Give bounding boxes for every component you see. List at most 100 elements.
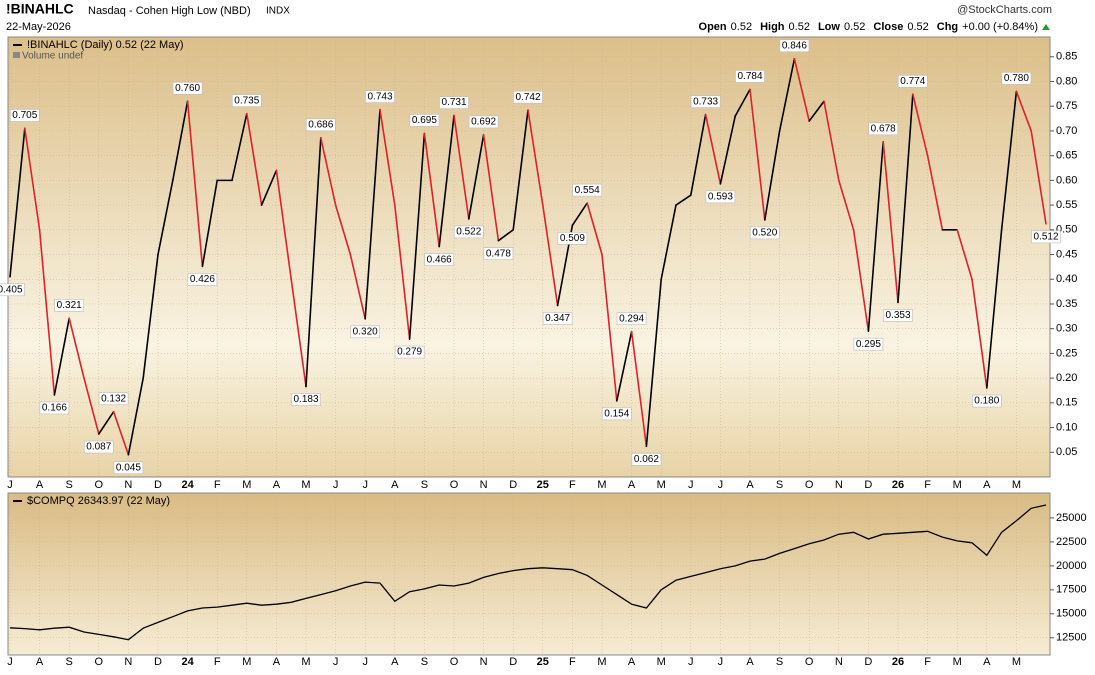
y-tick-label: 0.65 — [1056, 150, 1077, 162]
data-label-box — [572, 183, 603, 197]
x-tick-label: D — [864, 656, 872, 668]
data-label: 0.593 — [708, 191, 733, 202]
line-segment — [571, 202, 589, 227]
line-segment — [497, 229, 515, 242]
line-segment — [290, 278, 307, 388]
x-tick-label: D — [509, 479, 517, 491]
data-label: 0.743 — [367, 91, 392, 102]
line-segment — [231, 112, 248, 182]
line-segment — [453, 114, 470, 220]
y-tick-label: 20000 — [1056, 560, 1087, 572]
data-label-box — [1001, 72, 1032, 85]
x-tick-label: 25 — [537, 479, 549, 491]
y-tick-label: 17500 — [1056, 584, 1087, 596]
line-segment — [926, 154, 944, 231]
x-tick-label: O — [450, 656, 459, 668]
data-label-box — [513, 90, 543, 104]
y-tick-label: 0.70 — [1056, 125, 1077, 137]
data-label-box — [453, 225, 484, 239]
data-label: 0.784 — [737, 71, 762, 82]
data-label-box — [749, 226, 780, 240]
x-tick-label: N — [835, 479, 843, 491]
y-tick-label: 0.75 — [1056, 100, 1077, 112]
y-tick-label: 0.25 — [1056, 347, 1077, 359]
x-tick-label: J — [718, 656, 724, 668]
line-segment — [763, 130, 781, 221]
data-label-box — [113, 461, 144, 475]
line-segment — [319, 137, 337, 206]
data-label: 0.742 — [515, 92, 540, 103]
data-label-box — [779, 39, 810, 53]
x-tick-label: O — [805, 656, 814, 668]
line-segment — [689, 113, 707, 197]
line-segment — [246, 112, 263, 206]
line-segment — [482, 134, 500, 242]
x-tick-label: J — [362, 479, 368, 491]
x-tick-label: A — [391, 479, 399, 491]
data-label: 0.353 — [885, 310, 910, 321]
x-tick-label: S — [421, 656, 428, 668]
exchange: INDX — [266, 6, 290, 17]
line-segment — [749, 88, 766, 221]
x-tick-label: M — [597, 479, 606, 491]
quote-label: Chg — [937, 21, 958, 33]
x-tick-label: D — [509, 656, 517, 668]
y-tick-label: 0.10 — [1056, 421, 1077, 433]
x-tick-label: A — [273, 656, 281, 668]
line-segment — [1015, 90, 1032, 132]
line-segment — [98, 410, 115, 435]
data-label: 0.166 — [42, 403, 67, 414]
quote-value: 0.52 — [844, 21, 865, 33]
data-label: 0.695 — [412, 115, 437, 126]
line-segment — [364, 108, 381, 320]
legend-label: !BINAHLC (Daily) 0.52 (22 May) — [27, 39, 184, 51]
x-tick-label: J — [362, 656, 368, 668]
quote-value: 0.52 — [731, 21, 752, 33]
y-tick-label: 0.15 — [1056, 397, 1077, 409]
quote-label: Open — [699, 21, 727, 33]
quote-label: Close — [873, 21, 903, 33]
line-segment — [660, 204, 677, 281]
x-tick-label: O — [95, 656, 104, 668]
data-label-box — [0, 283, 25, 297]
data-label-box — [557, 232, 588, 245]
data-label: 0.780 — [1004, 73, 1029, 84]
line-segment — [305, 137, 322, 388]
line-segment — [423, 132, 441, 248]
line-segment — [645, 278, 663, 448]
data-label-box — [868, 122, 899, 136]
x-tick-label: F — [924, 656, 931, 668]
x-tick-label: F — [569, 479, 576, 491]
data-label-box — [705, 190, 736, 204]
x-tick-label: M — [301, 656, 310, 668]
x-tick-label: M — [1012, 656, 1021, 668]
data-label: 0.183 — [293, 394, 318, 405]
data-label: 0.686 — [308, 119, 333, 130]
x-tick-label: 24 — [181, 656, 194, 668]
data-label: 0.678 — [871, 123, 896, 134]
line-segment — [38, 229, 56, 396]
x-tick-label: A — [36, 656, 44, 668]
data-label-box — [98, 392, 129, 406]
line-segment — [615, 330, 633, 402]
x-tick-label: J — [688, 656, 694, 668]
data-label-box — [409, 114, 440, 127]
y-tick-label: 22500 — [1056, 536, 1087, 548]
line-segment — [83, 377, 100, 435]
data-label: 0.520 — [752, 228, 777, 239]
data-label-box — [187, 273, 218, 286]
data-label: 0.132 — [101, 393, 126, 404]
data-label: 0.295 — [856, 339, 881, 350]
x-tick-label: 26 — [892, 479, 904, 491]
data-label-box — [424, 253, 455, 266]
x-tick-label: N — [835, 656, 843, 668]
data-label: 0.321 — [57, 300, 82, 311]
line-segment — [704, 113, 722, 185]
quote-value: 0.52 — [789, 21, 810, 33]
x-tick-label: F — [214, 656, 221, 668]
data-label: 0.733 — [693, 96, 718, 107]
x-tick-label: F — [924, 479, 931, 491]
data-label-box — [690, 95, 721, 108]
data-label-box — [39, 401, 70, 415]
